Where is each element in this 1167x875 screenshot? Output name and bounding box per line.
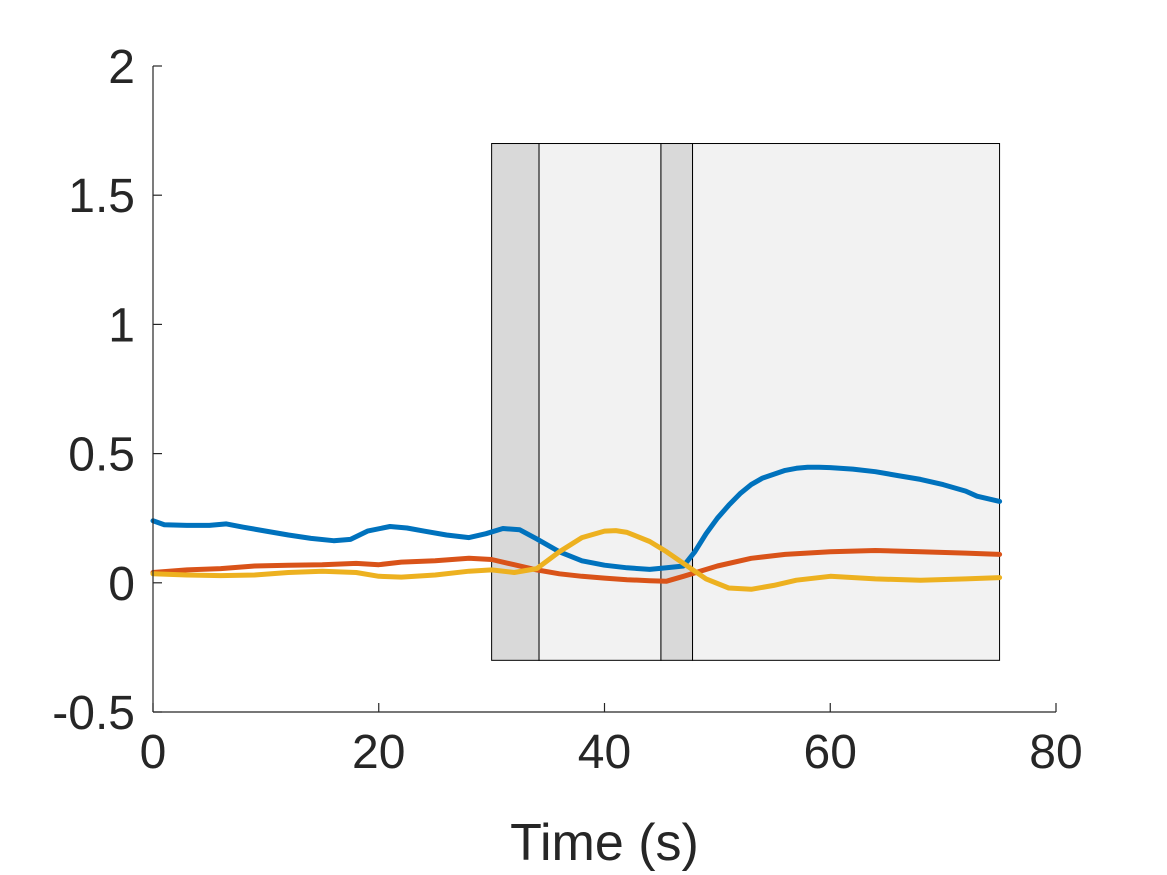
x-tick-label: 80 bbox=[1029, 726, 1082, 779]
x-tick-label: 40 bbox=[578, 726, 631, 779]
y-tick-label: -0.5 bbox=[52, 687, 135, 740]
y-tick-label: 2 bbox=[108, 41, 135, 94]
shaded-region-4 bbox=[692, 143, 1001, 661]
x-tick-label: 60 bbox=[804, 726, 857, 779]
x-tick-label: 0 bbox=[140, 726, 167, 779]
shaded-region-1 bbox=[491, 143, 540, 661]
y-tick-label: 1.5 bbox=[68, 170, 135, 223]
x-tick-label: 20 bbox=[352, 726, 405, 779]
x-axis-title: Time (s) bbox=[510, 814, 699, 872]
y-tick-label: 1 bbox=[108, 299, 135, 352]
y-tick-label: 0.5 bbox=[68, 429, 135, 482]
series-lines bbox=[150, 464, 1003, 592]
series-line-2 bbox=[150, 548, 1003, 584]
axes bbox=[152, 65, 1057, 713]
tick-labels: 0 20 40 60 80-0.500.511.52 bbox=[52, 41, 1082, 779]
series-line-1 bbox=[150, 464, 1003, 572]
y-tick-label: 0 bbox=[108, 558, 135, 611]
shaded-regions bbox=[491, 143, 1001, 661]
series-line-3 bbox=[150, 528, 1003, 592]
